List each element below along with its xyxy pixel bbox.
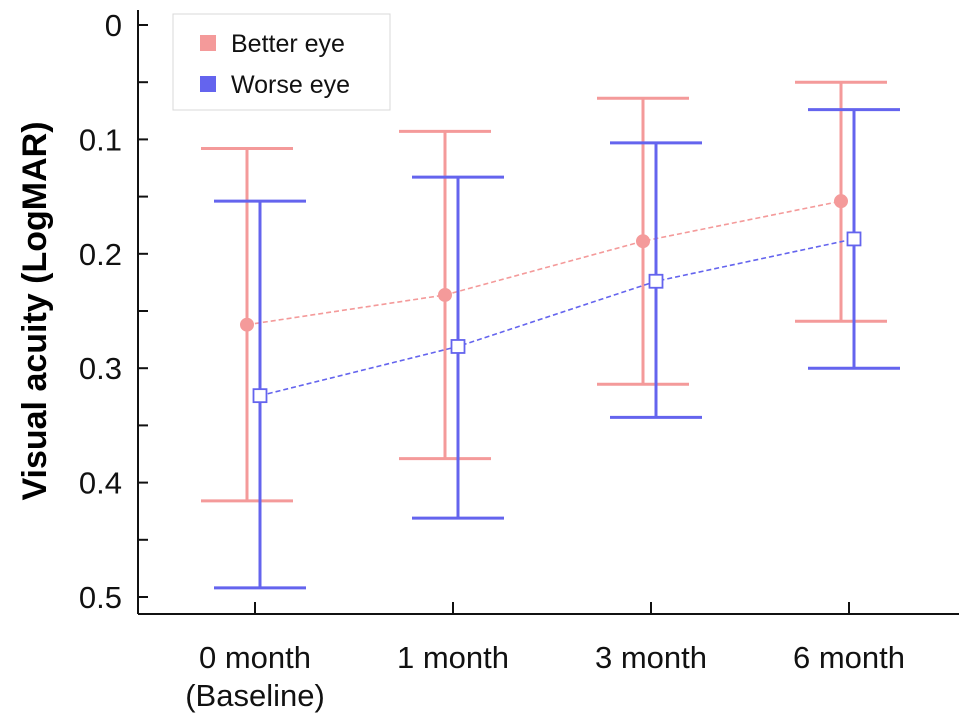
x-tick-label-line: 6 month — [793, 640, 905, 675]
y-tick-label: 0.3 — [79, 351, 122, 386]
x-tick-label: 0 month (Baseline) — [185, 640, 325, 713]
data-point — [450, 339, 466, 354]
x-tick-label: 1 month — [397, 640, 509, 675]
data-point — [438, 287, 452, 302]
legend-label: Worse eye — [231, 71, 350, 99]
y-tick-label: 0.5 — [79, 580, 122, 615]
legend-label: Better eye — [231, 30, 345, 58]
data-point — [834, 194, 848, 209]
x-tick-label-line: 1 month — [397, 640, 509, 675]
series-better-eye — [201, 80, 887, 503]
series-line — [246, 200, 842, 326]
y-tick-label: 0.4 — [79, 466, 122, 501]
data-point — [252, 388, 268, 404]
y-tick-label: 0 — [105, 8, 122, 43]
series-worse-eye — [214, 108, 900, 590]
series-line — [259, 238, 855, 397]
x-tick-label-line: (Baseline) — [185, 678, 325, 713]
data-point — [240, 317, 254, 332]
x-tick-label-line: 0 month — [199, 640, 311, 675]
legend-swatch — [200, 76, 216, 92]
x-tick-label: 6 month — [793, 640, 905, 675]
x-tick-label-line: 3 month — [595, 640, 707, 675]
legend: Better eye Worse eye — [172, 13, 391, 111]
series-layer — [201, 80, 900, 590]
legend-swatch — [200, 35, 216, 51]
y-axis-title: Visual acuity (LogMAR) — [16, 121, 54, 500]
y-tick-label: 0.2 — [79, 237, 122, 272]
data-point — [648, 273, 664, 289]
y-tick-label: 0.1 — [79, 122, 122, 157]
axes: 0 0.1 0.2 0.3 0.4 0.5 Visual acuity (LogMAR) 0 … — [16, 8, 959, 713]
data-point — [846, 231, 862, 247]
data-point — [636, 234, 650, 249]
x-tick-label: 3 month — [595, 640, 707, 675]
legend-box — [172, 13, 391, 111]
